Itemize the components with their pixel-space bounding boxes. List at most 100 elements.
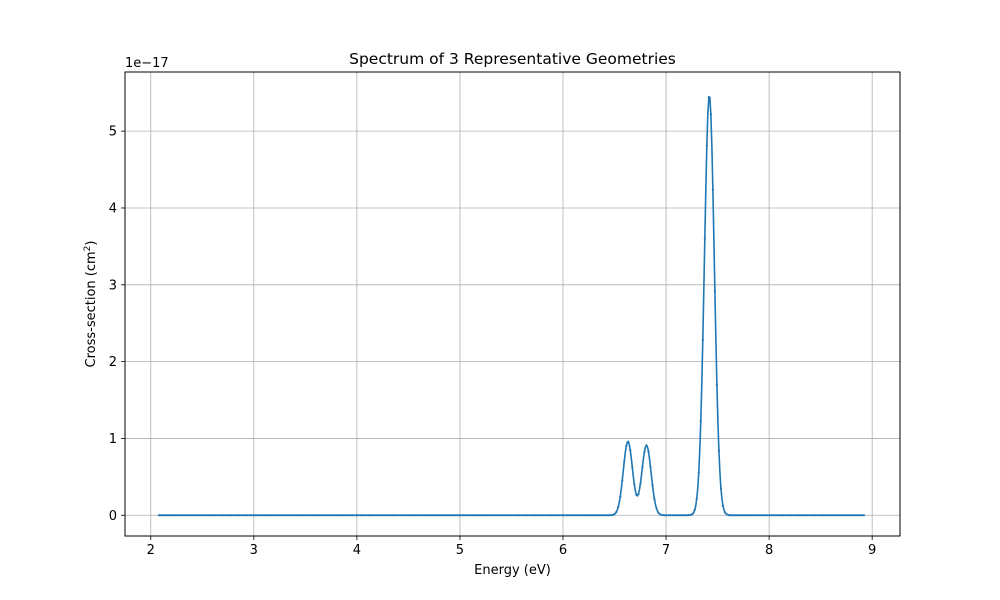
- data-point: [681, 514, 684, 517]
- data-point: [774, 514, 777, 517]
- data-point: [339, 514, 342, 517]
- data-point: [705, 144, 708, 147]
- data-point: [514, 514, 517, 517]
- data-point: [196, 514, 199, 517]
- data-point: [208, 514, 211, 517]
- data-point: [788, 514, 791, 517]
- data-point: [667, 514, 670, 517]
- data-point: [335, 514, 338, 517]
- data-point: [756, 514, 759, 517]
- data-point: [222, 514, 225, 517]
- data-point: [367, 514, 370, 517]
- data-point: [838, 514, 841, 517]
- data-point: [603, 514, 606, 517]
- data-point: [439, 514, 443, 517]
- data-point: [564, 514, 567, 517]
- data-point: [413, 514, 416, 517]
- data-point: [778, 514, 781, 517]
- data-point: [445, 514, 449, 517]
- data-point: [468, 514, 471, 517]
- data-point: [794, 514, 797, 517]
- data-point: [617, 505, 620, 509]
- data-point: [482, 514, 485, 517]
- data-point: [542, 514, 545, 517]
- data-point: [226, 514, 229, 517]
- data-point: [782, 514, 785, 517]
- data-point: [373, 514, 376, 517]
- data-point: [693, 508, 696, 511]
- data-point: [204, 514, 207, 517]
- data-point: [460, 514, 463, 517]
- data-point: [679, 514, 682, 517]
- data-point: [663, 514, 666, 517]
- data-point: [677, 514, 680, 517]
- data-point: [375, 514, 378, 517]
- data-point: [262, 514, 265, 517]
- data-point: [488, 514, 491, 517]
- data-point: [826, 514, 829, 517]
- data-point: [683, 514, 686, 517]
- data-point: [220, 514, 223, 517]
- data-point: [834, 514, 837, 517]
- data-point: [381, 514, 384, 517]
- data-point: [731, 514, 735, 517]
- data-point: [260, 514, 263, 517]
- data-point: [814, 514, 817, 517]
- data-point: [172, 514, 175, 517]
- data-point: [689, 513, 692, 517]
- data-point: [395, 514, 398, 517]
- data-point: [550, 514, 553, 517]
- data-point: [278, 514, 281, 517]
- data-point: [576, 514, 580, 517]
- y-axis-label-superscript: 2: [83, 246, 93, 252]
- data-point: [639, 482, 642, 485]
- data-point: [290, 514, 294, 517]
- data-point: [302, 514, 306, 517]
- data-point: [534, 514, 537, 517]
- data-point: [315, 514, 318, 517]
- data-point: [713, 290, 716, 293]
- data-point: [431, 514, 435, 517]
- data-point: [637, 493, 640, 496]
- data-point: [661, 513, 664, 517]
- data-point: [323, 514, 326, 517]
- data-point: [472, 514, 475, 517]
- x-tick-label: 9: [868, 543, 876, 558]
- data-point: [200, 514, 203, 517]
- data-point: [780, 514, 783, 517]
- data-point: [387, 514, 390, 517]
- y-axis-label-end: ): [84, 241, 99, 246]
- data-point: [725, 513, 729, 516]
- data-point: [528, 514, 531, 517]
- data-point: [310, 514, 314, 517]
- data-point: [822, 514, 825, 517]
- y-offset-text: 1e−17: [125, 56, 169, 71]
- data-point: [329, 514, 332, 517]
- data-point: [464, 514, 467, 517]
- data-point: [810, 514, 813, 517]
- data-point: [192, 514, 195, 517]
- data-point: [760, 514, 763, 517]
- data-point: [607, 514, 610, 517]
- data-point: [703, 237, 706, 240]
- data-point: [635, 493, 638, 496]
- data-point: [308, 514, 312, 517]
- data-point: [772, 514, 775, 517]
- data-point: [327, 514, 330, 517]
- data-point: [498, 514, 501, 517]
- data-point: [258, 514, 261, 517]
- data-point: [695, 497, 698, 500]
- data-point: [641, 466, 644, 469]
- data-point: [331, 514, 334, 517]
- x-tick-label: 4: [353, 543, 361, 558]
- data-point: [272, 514, 275, 517]
- chart-title: Spectrum of 3 Representative Geometries: [349, 50, 676, 68]
- data-point: [685, 514, 688, 517]
- data-point: [776, 514, 779, 517]
- plot-area: [157, 96, 866, 517]
- data-point: [623, 460, 626, 463]
- data-point: [770, 514, 773, 517]
- data-point: [349, 514, 352, 517]
- data-point: [425, 514, 428, 517]
